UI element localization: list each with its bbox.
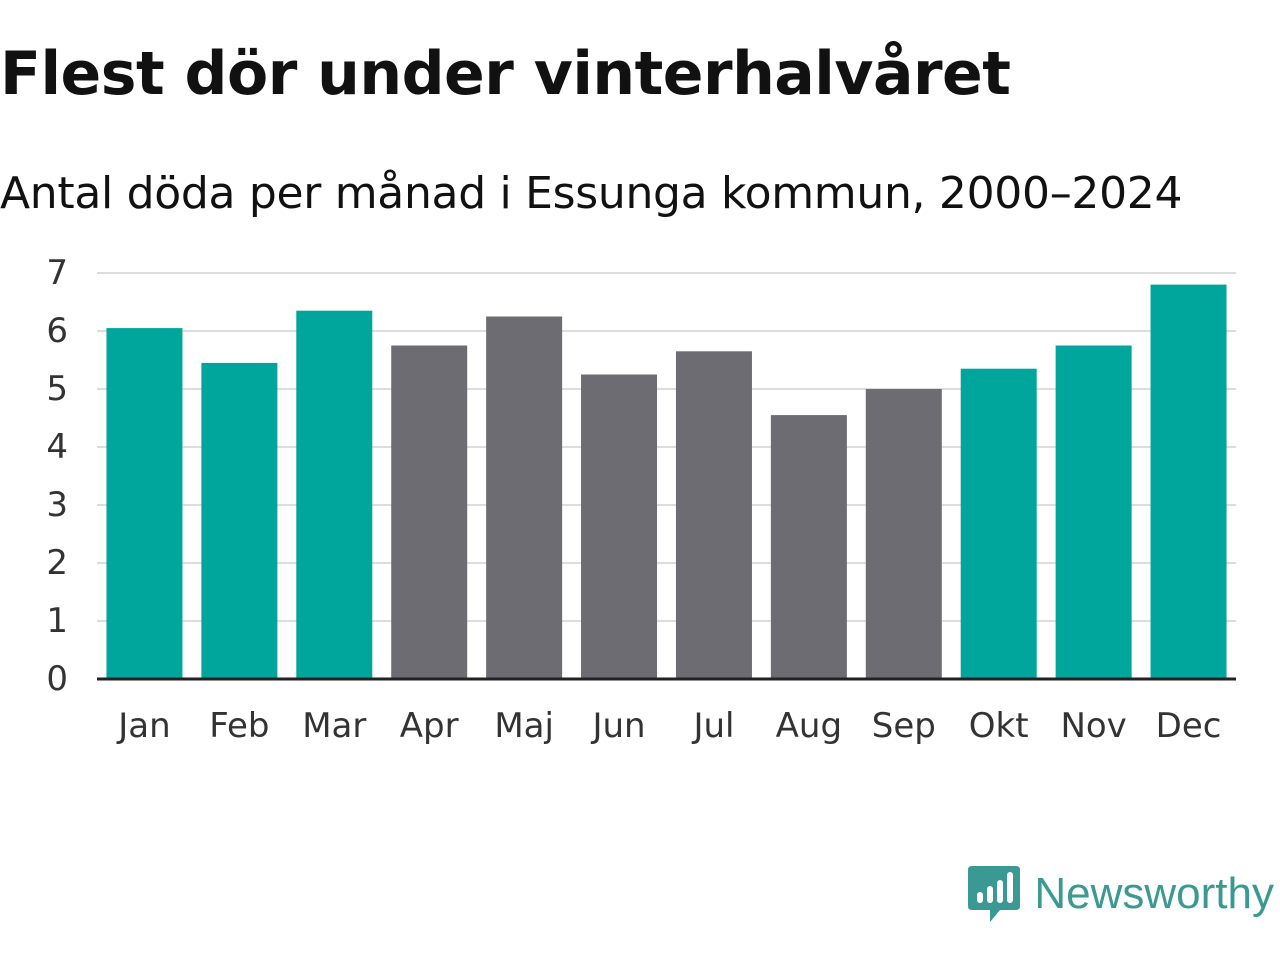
chart-title: Flest dör under vinterhalvåret <box>0 39 1011 109</box>
bar-dec <box>1150 284 1227 679</box>
bar-maj <box>486 316 563 679</box>
x-tick-label-jun: Jun <box>590 706 645 746</box>
bar-chart: 0 1 2 3 4 5 6 7 Jan Feb Mar Apr Maj Jun Jul Aug Sep Okt N… <box>46 253 1236 746</box>
x-tick-label-mar: Mar <box>302 706 366 746</box>
y-tick-label: 4 <box>46 427 68 467</box>
newsworthy-logo-icon <box>968 866 1021 922</box>
bars <box>106 284 1227 679</box>
bar-aug <box>770 415 847 679</box>
x-tick-label-apr: Apr <box>400 706 459 746</box>
y-tick-label: 2 <box>46 543 68 583</box>
bar-jan <box>106 328 183 679</box>
x-tick-label-jan: Jan <box>116 706 170 746</box>
bar-mar <box>296 310 373 679</box>
bar-apr <box>391 345 468 679</box>
bar-jul <box>675 351 752 679</box>
x-tick-label-nov: Nov <box>1060 706 1126 746</box>
y-tick-label: 5 <box>46 369 68 409</box>
y-tick-label: 6 <box>46 311 68 351</box>
chart-subtitle: Antal döda per månad i Essunga kommun, 2… <box>0 168 1183 219</box>
x-tick-label-jul: Jul <box>691 706 734 746</box>
x-tick-label-feb: Feb <box>209 706 269 746</box>
x-axis-tick-labels: Jan Feb Mar Apr Maj Jun Jul Aug Sep Okt Nov Dec <box>116 706 1221 746</box>
y-tick-label: 0 <box>46 659 68 699</box>
bar-okt <box>960 368 1037 679</box>
x-tick-label-aug: Aug <box>776 706 842 746</box>
x-tick-label-maj: Maj <box>494 706 554 746</box>
gridlines <box>97 272 1236 622</box>
newsworthy-logo-text: Newsworthy <box>1034 869 1274 918</box>
bar-jun <box>581 374 658 679</box>
x-tick-label-dec: Dec <box>1156 706 1222 746</box>
y-tick-label: 3 <box>46 485 68 525</box>
y-axis-tick-labels: 0 1 2 3 4 5 6 7 <box>46 253 68 699</box>
x-tick-label-okt: Okt <box>969 706 1029 746</box>
bar-nov <box>1055 345 1132 679</box>
newsworthy-logo: Newsworthy <box>968 862 1274 926</box>
bar-feb <box>201 362 278 679</box>
x-tick-label-sep: Sep <box>872 706 936 746</box>
bar-sep <box>865 389 942 679</box>
y-tick-label: 7 <box>46 253 68 293</box>
y-tick-label: 1 <box>46 601 68 641</box>
